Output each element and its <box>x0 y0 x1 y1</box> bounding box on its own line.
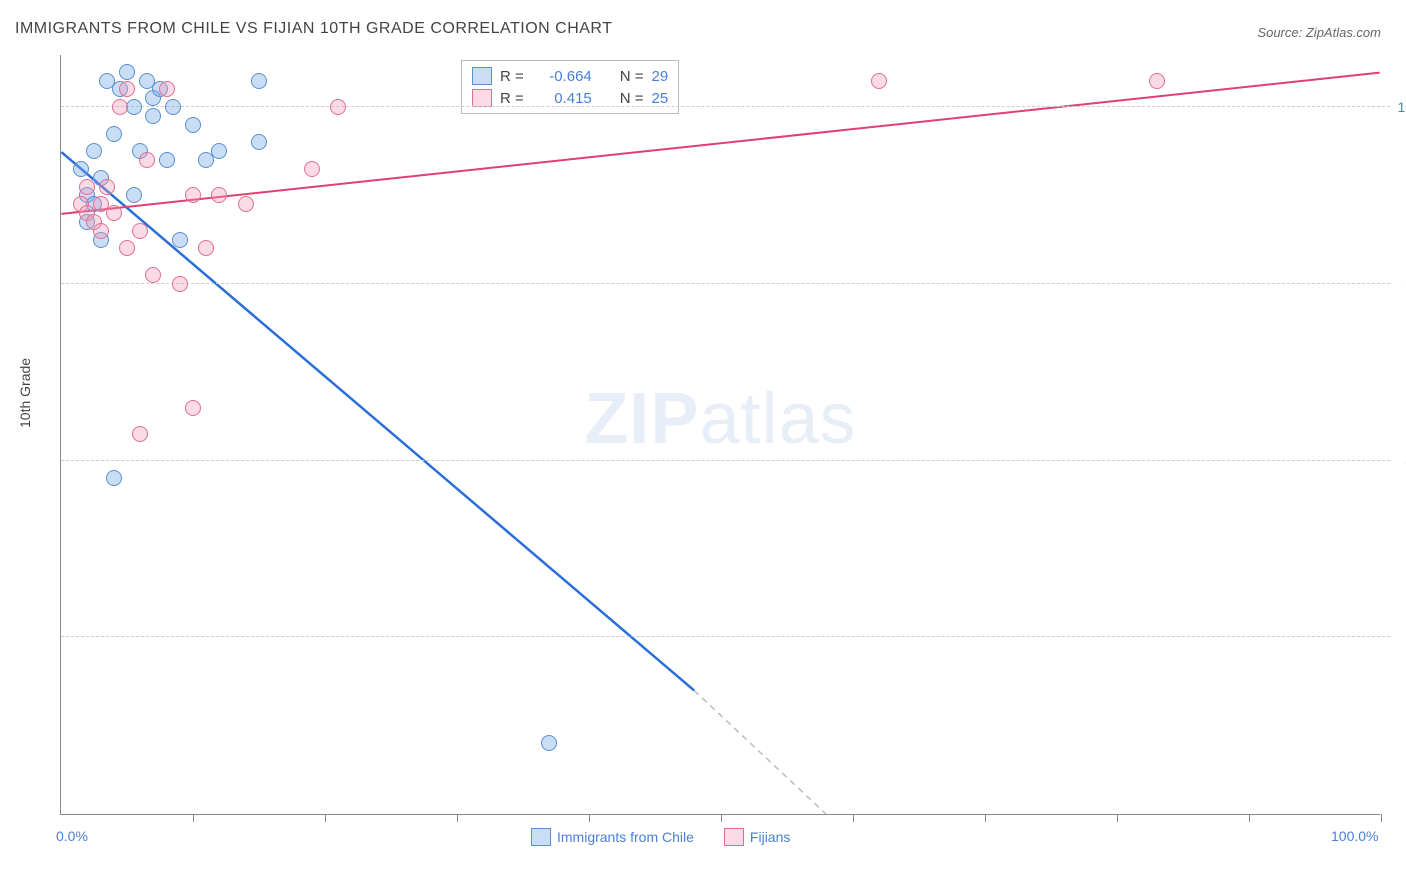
x-tick <box>721 814 722 822</box>
data-point <box>251 134 267 150</box>
data-point <box>93 223 109 239</box>
data-point <box>304 161 320 177</box>
data-point <box>165 99 181 115</box>
data-point <box>132 223 148 239</box>
data-point <box>145 267 161 283</box>
data-point <box>99 179 115 195</box>
data-point <box>198 240 214 256</box>
data-point <box>211 187 227 203</box>
legend-swatch <box>472 67 492 85</box>
legend-r-label: R = <box>500 68 524 85</box>
data-point <box>211 143 227 159</box>
data-point <box>106 470 122 486</box>
chart-title: IMMIGRANTS FROM CHILE VS FIJIAN 10TH GRA… <box>15 20 612 38</box>
chart-source: Source: ZipAtlas.com <box>1257 25 1381 40</box>
x-tick <box>985 814 986 822</box>
data-point <box>79 179 95 195</box>
data-point <box>145 108 161 124</box>
x-tick <box>589 814 590 822</box>
data-point <box>541 735 557 751</box>
legend-correlation-row: R = -0.664 N = 29 <box>472 65 668 87</box>
data-point <box>172 276 188 292</box>
legend-n-label: N = <box>620 68 644 85</box>
x-tick <box>853 814 854 822</box>
data-point <box>330 99 346 115</box>
legend-series: Immigrants from Chile Fijians <box>531 828 790 846</box>
x-tick-label: 100.0% <box>1331 828 1378 844</box>
legend-series-item: Fijians <box>724 828 790 846</box>
legend-series-item: Immigrants from Chile <box>531 828 694 846</box>
x-tick <box>193 814 194 822</box>
data-point <box>139 152 155 168</box>
data-point <box>251 73 267 89</box>
x-tick <box>1381 814 1382 822</box>
legend-r-label: R = <box>500 90 524 107</box>
data-point <box>159 152 175 168</box>
data-point <box>106 205 122 221</box>
source-value: ZipAtlas.com <box>1306 25 1381 40</box>
data-point <box>119 240 135 256</box>
y-axis-label: 10th Grade <box>17 358 33 428</box>
trend-line-extrapolated <box>694 690 826 814</box>
data-point <box>119 81 135 97</box>
data-point <box>238 196 254 212</box>
data-point <box>106 126 122 142</box>
legend-swatch <box>724 828 744 846</box>
gridline-h <box>61 636 1390 637</box>
plot-area: ZIPatlas R =-0.664N = 29R =0.415N = 25 I… <box>60 55 1380 815</box>
legend-series-label: Immigrants from Chile <box>557 829 694 845</box>
data-point <box>172 232 188 248</box>
x-tick <box>1249 814 1250 822</box>
data-point <box>185 187 201 203</box>
gridline-h <box>61 106 1390 107</box>
legend-n-value: 25 <box>652 90 669 107</box>
gridline-h <box>61 460 1390 461</box>
legend-swatch <box>531 828 551 846</box>
legend-r-value: -0.664 <box>532 68 592 85</box>
data-point <box>871 73 887 89</box>
data-point <box>1149 73 1165 89</box>
data-point <box>159 81 175 97</box>
legend-n-label: N = <box>620 90 644 107</box>
data-point <box>119 64 135 80</box>
data-point <box>73 161 89 177</box>
legend-n-value: 29 <box>652 68 669 85</box>
x-tick <box>1117 814 1118 822</box>
trend-line <box>61 152 694 690</box>
data-point <box>185 400 201 416</box>
data-point <box>126 187 142 203</box>
data-point <box>86 143 102 159</box>
legend-swatch <box>472 89 492 107</box>
source-label: Source: <box>1257 25 1302 40</box>
data-point <box>112 99 128 115</box>
x-tick <box>325 814 326 822</box>
y-tick-label: 100.0% <box>1398 99 1406 115</box>
x-tick <box>457 814 458 822</box>
data-point <box>132 426 148 442</box>
gridline-h <box>61 283 1390 284</box>
data-point <box>185 117 201 133</box>
legend-r-value: 0.415 <box>532 90 592 107</box>
trend-lines <box>61 55 1380 814</box>
legend-series-label: Fijians <box>750 829 790 845</box>
x-tick-label: 0.0% <box>56 828 88 844</box>
